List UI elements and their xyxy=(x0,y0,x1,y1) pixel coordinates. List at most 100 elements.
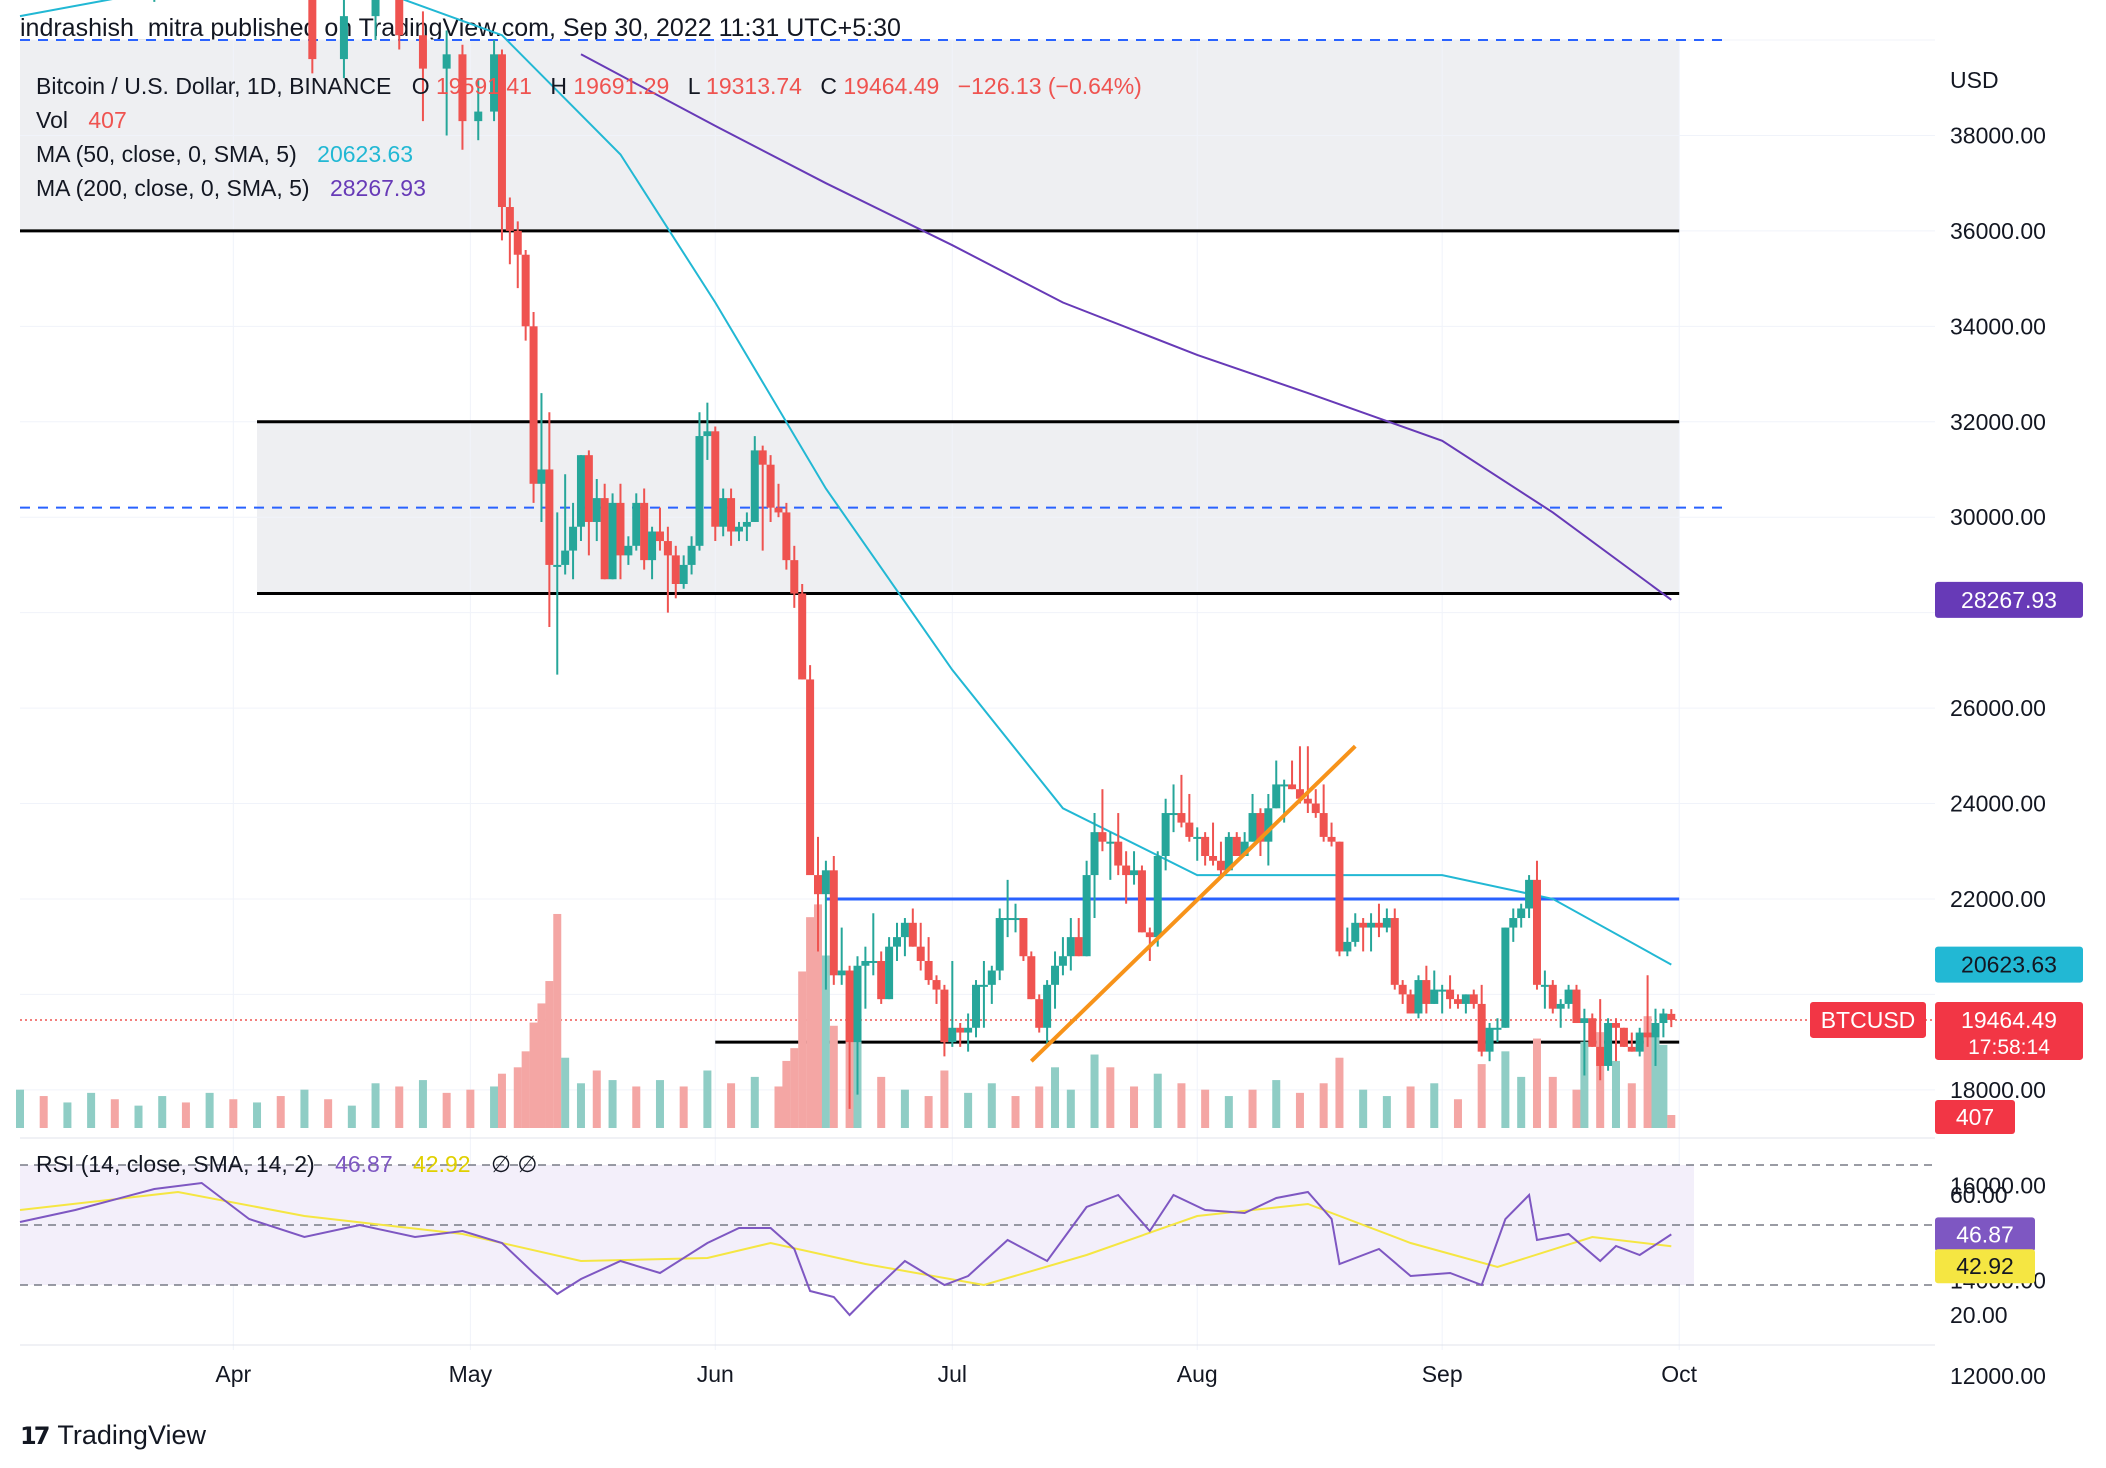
volume-bar xyxy=(545,981,554,1128)
candle-body xyxy=(308,0,317,60)
candle xyxy=(1414,975,1423,1019)
legend-row-ma200: MA (200, close, 0, SMA, 5) 28267.93 xyxy=(36,175,426,201)
candle xyxy=(1319,784,1328,842)
candle xyxy=(1667,1009,1676,1028)
candle-body xyxy=(806,679,815,876)
candle-body xyxy=(869,960,878,963)
candle-body xyxy=(1643,1032,1652,1038)
volume-bar xyxy=(1532,1038,1541,1128)
candle-body xyxy=(1161,813,1170,856)
candle-body xyxy=(908,922,917,947)
candle xyxy=(1485,1023,1494,1062)
candle xyxy=(537,393,546,522)
volume-bar xyxy=(1406,1086,1415,1128)
volume-bar xyxy=(1611,1060,1620,1128)
candle-body xyxy=(821,870,830,895)
legend-ma200-label: MA (200, close, 0, SMA, 5) xyxy=(36,175,310,201)
candle-body xyxy=(877,960,886,1000)
candle-body xyxy=(758,450,767,465)
candle xyxy=(1011,903,1020,933)
legend-close: 19464.49 xyxy=(843,73,939,99)
candle-body xyxy=(1074,937,1083,957)
volume-bar xyxy=(655,1080,664,1128)
price-tick-label: 26000.00 xyxy=(1950,695,2046,721)
candle-body xyxy=(592,498,601,522)
volume-bar xyxy=(1335,1057,1344,1128)
candle xyxy=(829,856,838,985)
tradingview-logo[interactable]: 17 TradingView xyxy=(20,1420,206,1451)
candle-body xyxy=(1185,822,1194,837)
volume-bar xyxy=(553,913,562,1128)
candle-body xyxy=(1572,989,1581,1024)
volume-bar xyxy=(466,1089,475,1128)
candle-body xyxy=(1280,784,1289,787)
rsi-line xyxy=(19,1181,1672,1317)
countdown-text: 17:58:14 xyxy=(1968,1036,2050,1059)
candle xyxy=(1137,865,1146,933)
candle-body xyxy=(813,875,822,895)
candle-body xyxy=(1303,798,1312,804)
volume-bar xyxy=(703,1070,712,1128)
volume-bar xyxy=(750,1076,759,1128)
volume-bar xyxy=(39,1096,48,1128)
x-tick-label: Oct xyxy=(1661,1361,1697,1387)
candle xyxy=(1572,984,1581,1024)
ma50-badge-bg xyxy=(1935,946,2083,983)
candle-body xyxy=(900,922,909,938)
candle-body xyxy=(490,54,499,112)
rsi-badge: 46.87 xyxy=(1935,1217,2035,1252)
candle xyxy=(592,479,601,542)
candle xyxy=(600,483,609,580)
candle xyxy=(711,426,720,542)
volume-bar xyxy=(727,1083,736,1128)
candle xyxy=(758,445,767,551)
candle xyxy=(987,965,996,1004)
legend-row-vol: Vol 407 xyxy=(36,107,127,133)
candle xyxy=(529,312,538,503)
candle xyxy=(1090,813,1099,919)
candle xyxy=(1311,789,1320,818)
volume-bar xyxy=(940,1070,949,1128)
candle-body xyxy=(1611,1023,1620,1028)
volume-bar xyxy=(806,917,815,1128)
candle-body xyxy=(687,545,696,565)
candle-body xyxy=(1651,1023,1660,1038)
candle-body xyxy=(497,54,506,208)
candle xyxy=(1453,994,1462,1009)
volume-bar xyxy=(964,1092,973,1128)
volume-bar xyxy=(1453,1099,1462,1128)
candle xyxy=(1651,1008,1660,1066)
candle xyxy=(908,908,917,947)
candle xyxy=(932,975,941,1004)
candle xyxy=(1193,827,1202,861)
ma50-badge: 20623.63 xyxy=(1935,946,2083,983)
candle xyxy=(1327,822,1336,847)
candle-body xyxy=(1517,908,1526,919)
candle xyxy=(1619,1027,1628,1047)
volume-bar xyxy=(900,1089,909,1128)
candle xyxy=(1058,937,1067,976)
candle xyxy=(1390,908,1399,990)
volume-bar xyxy=(16,1089,24,1128)
candles xyxy=(153,0,1676,1109)
volume-bar xyxy=(521,1051,530,1128)
volume-bar xyxy=(679,1086,688,1128)
candle-body xyxy=(1367,922,1376,928)
candle xyxy=(474,78,483,141)
candle-body xyxy=(537,469,546,484)
rising-trendline xyxy=(1029,744,1357,1063)
legend-low: 19313.74 xyxy=(706,73,802,99)
candle xyxy=(1446,975,1455,1009)
candle-body xyxy=(1659,1013,1668,1024)
x-tick-label: Sep xyxy=(1422,1361,1463,1387)
candle-body xyxy=(1588,1018,1597,1047)
volume-bar xyxy=(205,1092,214,1128)
candle-body xyxy=(1335,841,1344,952)
volume-bar xyxy=(87,1092,96,1128)
ma200-badge: 28267.93 xyxy=(1935,581,2083,618)
candle-body xyxy=(655,531,664,542)
volume-bar xyxy=(1572,1089,1581,1128)
candle-body xyxy=(1035,999,1044,1028)
candle-body xyxy=(1619,1027,1628,1047)
